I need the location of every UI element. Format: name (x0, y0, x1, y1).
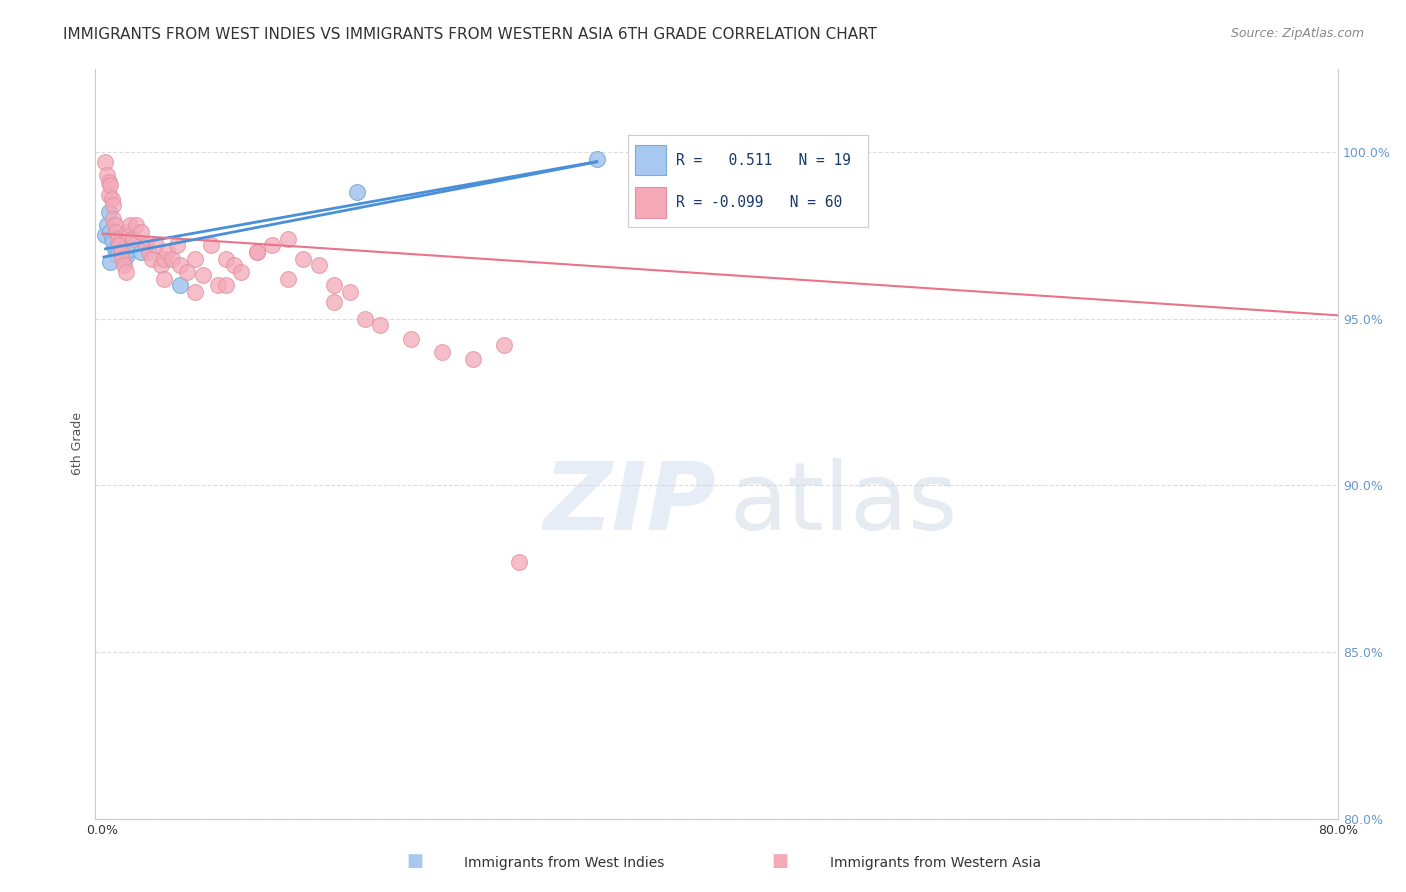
Point (103, 235, 125, 249)
Point (129, 244, 152, 259)
Point (103, 211, 125, 226)
Point (231, 265, 253, 279)
Point (115, 225, 138, 239)
Point (97, 175, 120, 189)
Point (96, 168, 118, 182)
Point (508, 555, 530, 569)
Text: R =   0.511   N = 19: R = 0.511 N = 19 (676, 153, 851, 168)
Point (200, 238, 222, 252)
Point (114, 265, 136, 279)
Text: atlas: atlas (728, 458, 957, 549)
Point (98, 178, 121, 193)
Point (105, 248, 128, 262)
Point (104, 219, 127, 233)
Point (100, 192, 122, 206)
Point (215, 252, 238, 266)
Point (160, 252, 183, 266)
Point (125, 219, 148, 233)
Point (135, 238, 157, 252)
Point (308, 258, 330, 272)
Point (207, 278, 229, 293)
Point (141, 252, 163, 266)
Text: Immigrants from West Indies: Immigrants from West Indies (464, 855, 665, 870)
Point (370, 318, 392, 333)
Point (100, 232, 122, 246)
Bar (636, 145, 666, 176)
Point (323, 295, 346, 310)
Point (492, 338, 515, 352)
Point (120, 242, 142, 256)
Point (110, 244, 132, 259)
Point (96, 219, 118, 233)
Point (117, 228, 139, 243)
Point (166, 238, 188, 252)
Text: ■: ■ (406, 852, 423, 870)
Text: IMMIGRANTS FROM WEST INDIES VS IMMIGRANTS FROM WESTERN ASIA 6TH GRADE CORRELATIO: IMMIGRANTS FROM WEST INDIES VS IMMIGRANT… (63, 27, 877, 42)
Point (138, 244, 160, 259)
Point (111, 252, 134, 266)
Point (184, 252, 207, 266)
Point (120, 219, 142, 233)
Point (156, 244, 179, 259)
Point (122, 238, 145, 252)
Text: Source: ZipAtlas.com: Source: ZipAtlas.com (1230, 27, 1364, 40)
Point (176, 265, 198, 279)
Text: Immigrants from Western Asia: Immigrants from Western Asia (830, 855, 1040, 870)
Point (108, 238, 131, 252)
Point (98, 225, 121, 239)
Point (153, 271, 176, 285)
Point (215, 278, 238, 293)
Point (110, 244, 132, 259)
Text: ZIP: ZIP (544, 458, 717, 549)
Point (191, 268, 214, 283)
Point (98, 255, 121, 269)
Point (150, 258, 173, 272)
Point (432, 345, 454, 359)
Y-axis label: 6th Grade: 6th Grade (72, 412, 84, 475)
Point (585, 152, 607, 166)
Point (145, 238, 167, 252)
Point (112, 252, 135, 266)
Point (401, 332, 423, 346)
Point (346, 185, 368, 199)
Point (107, 232, 129, 246)
Point (184, 285, 207, 299)
Point (104, 242, 127, 256)
Point (97, 188, 120, 202)
Point (129, 225, 152, 239)
Bar (636, 187, 666, 218)
Point (292, 252, 315, 266)
Point (323, 278, 346, 293)
Point (105, 225, 128, 239)
Point (169, 258, 191, 272)
Point (103, 198, 125, 212)
Point (94, 228, 117, 243)
Point (339, 285, 361, 299)
Point (222, 258, 245, 272)
Point (169, 278, 191, 293)
Point (463, 351, 485, 366)
Point (277, 232, 299, 246)
Point (262, 238, 284, 252)
Point (112, 258, 135, 272)
Point (94, 155, 117, 169)
Point (122, 232, 145, 246)
Point (97, 205, 120, 219)
Text: ■: ■ (772, 852, 789, 870)
Point (277, 271, 299, 285)
Text: R = -0.099   N = 60: R = -0.099 N = 60 (676, 195, 842, 211)
Point (246, 244, 269, 259)
Point (246, 244, 269, 259)
Point (115, 248, 138, 262)
Point (107, 242, 129, 256)
Point (354, 311, 377, 326)
Point (153, 252, 176, 266)
